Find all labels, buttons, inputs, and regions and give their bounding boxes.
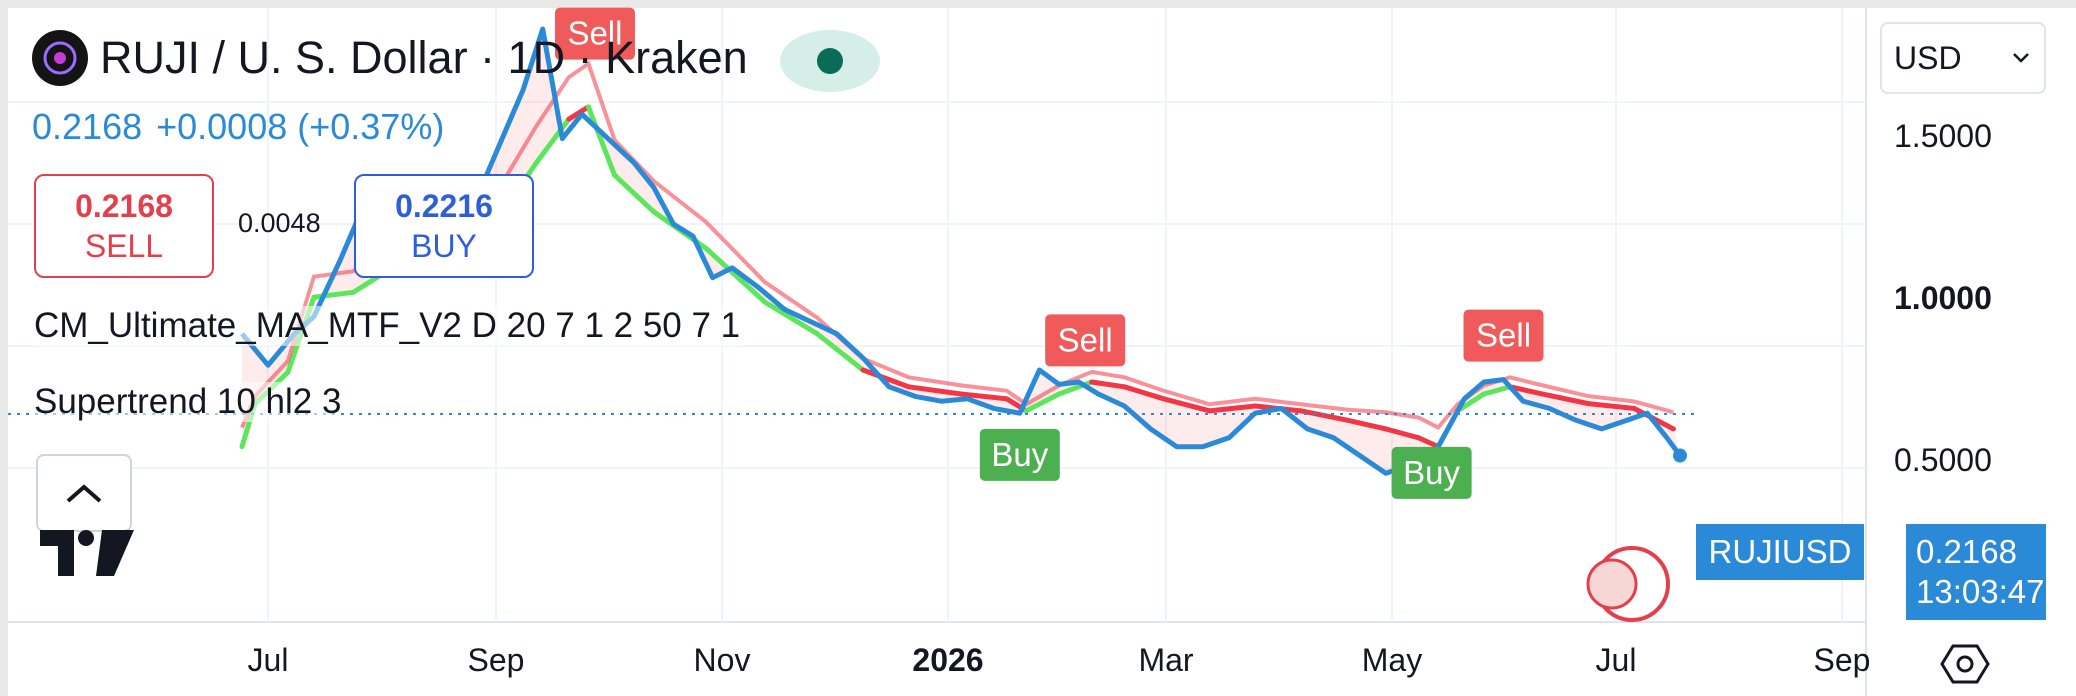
price-tick: 0.5000 (1894, 442, 1992, 478)
supertrend-segment (1383, 426, 1422, 441)
supertrend-segment (814, 331, 866, 373)
supertrend-segment (1540, 391, 1591, 407)
collapse-legend-button[interactable] (36, 454, 132, 532)
sell-signal-box (1463, 309, 1544, 362)
buy-button[interactable]: 0.2216 BUY (354, 174, 534, 278)
chevron-up-icon (66, 484, 102, 503)
supertrend-segment (860, 367, 912, 390)
supertrend-segment (1481, 384, 1513, 397)
sell-price: 0.2168 (75, 188, 173, 224)
top-border (0, 0, 2076, 8)
us-flag-icon (1586, 558, 1638, 610)
supertrend-segment (1206, 403, 1258, 414)
last-price-tag: 0.2168 13:03:47 (1906, 524, 2046, 620)
indicator-supertrend-legend[interactable]: Supertrend 10 hl2 3 (34, 382, 342, 422)
supertrend-segment (1507, 384, 1546, 397)
supertrend-segment (311, 289, 356, 300)
supertrend-segment (1344, 417, 1389, 432)
last-price: 0.2168 (32, 106, 143, 147)
supertrend-segment (1416, 435, 1441, 450)
market-status-icon[interactable] (780, 30, 880, 92)
supertrend-segment (533, 116, 572, 166)
time-tick: Jul (1595, 642, 1637, 678)
time-tick: 2026 (912, 642, 984, 678)
buy-signal-box (979, 428, 1060, 481)
time-tick: Nov (693, 642, 751, 678)
chevron-down-icon (2013, 53, 2029, 63)
supertrend-segment (906, 384, 964, 397)
sell-signal-label: Sell (1476, 317, 1531, 354)
supertrend-segment (566, 104, 591, 122)
sell-signal-box (554, 7, 635, 60)
buy-price: 0.2216 (395, 188, 493, 224)
price-line-series (240, 26, 1683, 476)
last-price-dot (1673, 448, 1687, 463)
sell-label: SELL (84, 228, 164, 264)
supertrend-segment (1455, 391, 1487, 414)
tradingview-logo-icon (40, 530, 134, 576)
ruji-logo-icon (32, 30, 88, 86)
indicator-ma-legend[interactable]: CM_Ultimate_MA_MTF_V2 D 20 7 1 2 50 7 1 (34, 306, 741, 346)
supertrend-segment (1089, 379, 1127, 390)
price-tick: 1.5000 (1894, 118, 1992, 154)
time-tick: Jul (247, 642, 289, 678)
supertrend-segment (1298, 408, 1350, 423)
sell-button[interactable]: 0.2168 SELL (34, 174, 214, 278)
last-price-tag-value: 0.2168 (1916, 533, 2017, 570)
time-tick: Sep (467, 642, 525, 678)
currency-select[interactable]: USD (1880, 22, 2046, 94)
buy-signal-label: Buy (991, 436, 1048, 473)
chart-settings-icon[interactable] (1940, 642, 1990, 686)
buy-signal-label: Buy (1403, 454, 1460, 491)
supertrend-segment (703, 245, 768, 305)
supertrend-segment (1161, 396, 1212, 414)
supertrend-segment (1585, 401, 1637, 411)
bar-countdown: 13:03:47 (1916, 573, 2045, 610)
price-tick: 1.0000 (1894, 280, 1992, 316)
sell-signal-box (1045, 314, 1126, 367)
supertrend-segment (585, 104, 618, 178)
supertrend-segment (1121, 384, 1167, 402)
spread-value: 0.0048 (238, 208, 321, 238)
symbol-title: RUJI / U. S. Dollar · 1D · Kraken (100, 32, 748, 83)
supertrend-segment (1023, 391, 1062, 414)
time-tick: Mar (1138, 642, 1194, 678)
time-tick: May (1361, 642, 1423, 678)
legend-title[interactable]: RUJI / U. S. Dollar · 1D · Kraken (32, 28, 748, 88)
price-change: +0.0008 (+0.37%) (156, 106, 445, 147)
buy-label: BUY (411, 228, 477, 264)
supertrend-segment (958, 391, 1010, 402)
symbol-price-tag: RUJIUSD (1696, 524, 1864, 580)
left-border (0, 0, 8, 696)
sell-signal-label: Sell (1058, 321, 1113, 358)
price-change-line: 0.2168 +0.0008 (+0.37%) (32, 106, 444, 148)
buy-signal-box (1391, 446, 1472, 499)
sell-signal-label: Sell (567, 15, 622, 52)
time-tick: Sep (1813, 642, 1871, 678)
currency-value: USD (1894, 39, 1962, 76)
supertrend-segment (612, 172, 657, 215)
supertrend-segment (762, 299, 820, 337)
